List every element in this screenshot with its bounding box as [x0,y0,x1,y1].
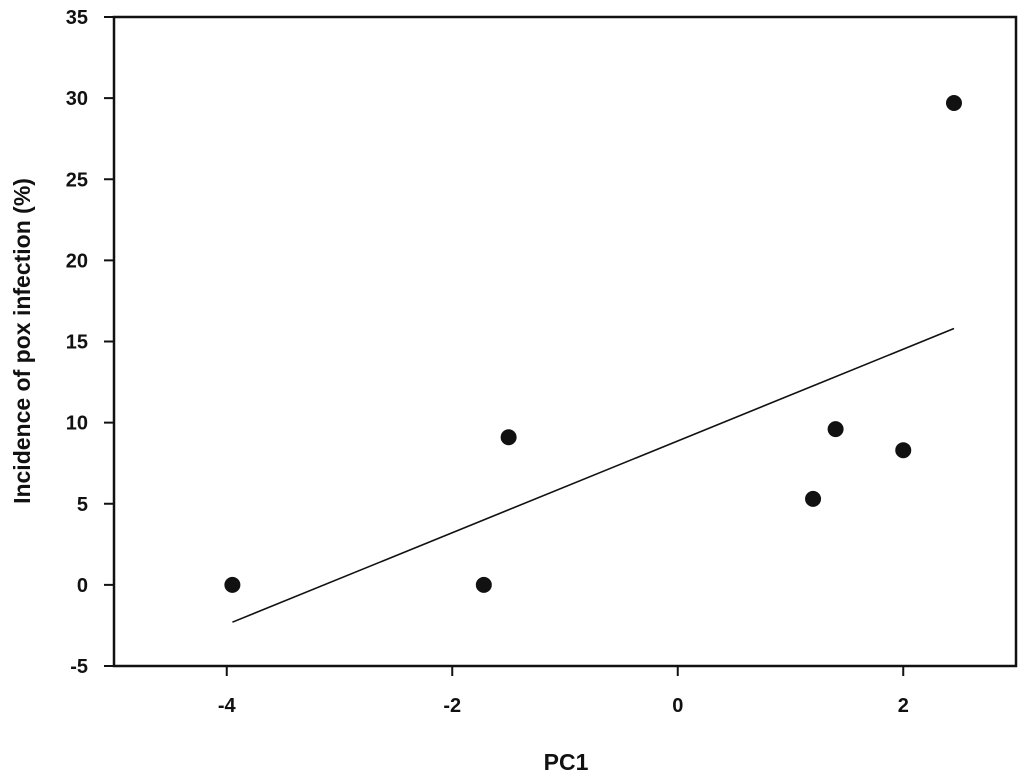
data-point [895,442,912,459]
y-tick-label: 20 [66,250,88,272]
y-axis-title: Incidence of pox infection (%) [9,178,35,504]
y-tick-label: 5 [77,494,88,516]
x-axis-ticks: -4 -2 0 2 [218,666,909,717]
data-point [827,421,844,438]
trendline-layer [232,327,955,623]
data-point [475,576,492,593]
trendline [232,327,955,623]
plot-border [112,15,1018,668]
y-tick-label: 15 [66,332,88,354]
x-tick-label: -4 [218,695,237,717]
x-axis-title: PC1 [544,749,589,775]
x-tick-label: 2 [898,695,909,717]
x-tick-label: 0 [672,695,683,717]
y-tick-label: -5 [70,656,88,678]
y-tick-label: 0 [77,575,88,597]
x-tick-label: -2 [443,695,461,717]
data-point [945,94,962,111]
data-point [805,490,822,507]
data-point [224,576,241,593]
y-tick-label: 10 [66,413,88,435]
y-tick-label: 30 [66,88,88,110]
y-axis-ticks: -5 0 5 10 15 20 25 30 35 [66,7,114,678]
plot-frame [112,15,1018,668]
y-tick-label: 25 [66,169,88,191]
data-point [500,429,517,446]
data-points [224,94,962,593]
y-tick-label: 35 [66,7,88,29]
